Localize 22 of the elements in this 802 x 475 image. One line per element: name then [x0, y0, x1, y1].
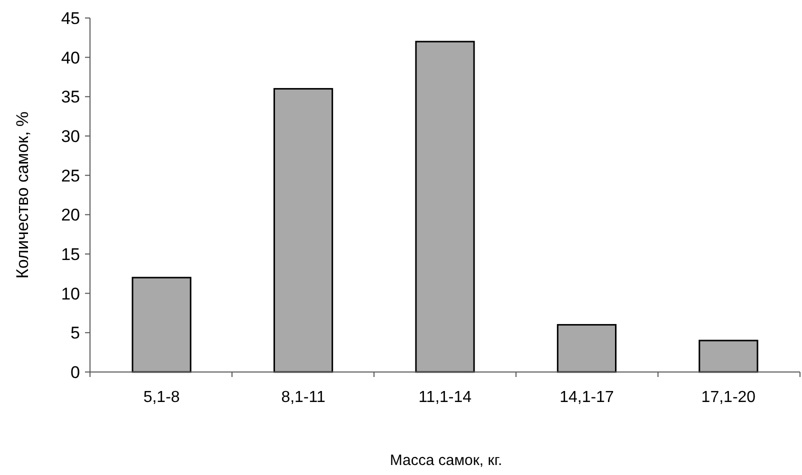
- y-tick-label: 40: [61, 48, 80, 68]
- bar: [273, 88, 334, 373]
- y-tick-label: 35: [61, 88, 80, 107]
- y-tick-label: 45: [61, 8, 80, 28]
- y-tick-label: 15: [61, 244, 80, 264]
- y-tick-label: 30: [61, 126, 80, 146]
- bar: [556, 324, 617, 373]
- x-tick-label: 17,1-20: [701, 389, 756, 406]
- bar: [415, 40, 475, 373]
- bar: [132, 276, 192, 373]
- x-tick-label: 11,1-14: [418, 389, 472, 406]
- x-tick-label: 8,1-11: [281, 389, 326, 406]
- bar: [698, 340, 758, 373]
- y-tick-label: 20: [61, 206, 80, 225]
- x-tick-label: 5,1-8: [143, 389, 180, 406]
- y-tick-label: 25: [61, 166, 80, 186]
- x-axis-title: Масса самок, кг.: [390, 452, 502, 469]
- y-axis-title: Количество самок, %: [13, 111, 32, 279]
- x-tick-label: 14,1-17: [560, 389, 614, 406]
- y-tick-label: 0: [70, 362, 80, 382]
- y-tick-label: 10: [61, 284, 80, 304]
- y-tick-label: 5: [70, 324, 80, 343]
